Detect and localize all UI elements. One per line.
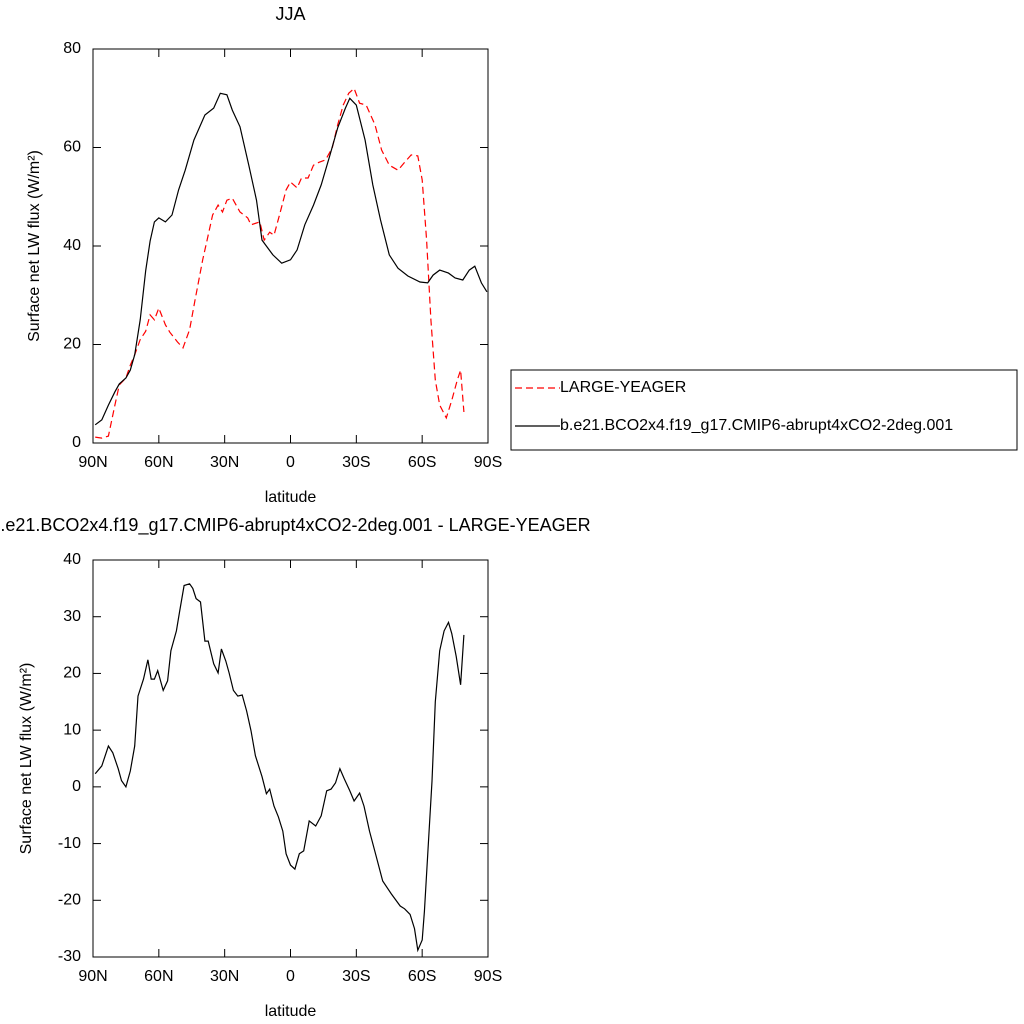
y-axis-label: Surface net LW flux (W/m²) [26, 150, 43, 342]
y-tick-label: -30 [58, 948, 81, 965]
x-tick-label: 0 [286, 968, 295, 985]
x-tick-label: 60N [144, 968, 173, 985]
legend-label: LARGE-YEAGER [560, 379, 686, 396]
x-tick-label: 60S [408, 454, 436, 471]
x-tick-label: 90S [474, 454, 502, 471]
y-tick-label: 0 [72, 778, 81, 795]
x-tick-label: 0 [286, 454, 295, 471]
data-line [94, 92, 488, 426]
y-tick-label: 40 [63, 551, 81, 568]
y-tick-label: 80 [63, 40, 81, 57]
x-tick-label: 90N [78, 968, 107, 985]
x-tick-label: 30S [342, 968, 370, 985]
x-tick-label: 90S [474, 968, 502, 985]
x-tick-label: 60N [144, 454, 173, 471]
plot-frame [92, 559, 489, 958]
data-line [95, 87, 465, 439]
legend-box [510, 369, 1018, 451]
y-tick-label: 60 [63, 139, 81, 156]
x-axis-label: latitude [265, 1003, 317, 1020]
x-tick-label: 60S [408, 968, 436, 985]
y-tick-label: 20 [63, 336, 81, 353]
y-tick-label: 30 [63, 608, 81, 625]
x-axis-label: latitude [265, 489, 317, 506]
x-tick-label: 30N [210, 454, 239, 471]
y-tick-label: 10 [63, 721, 81, 738]
plot-frame [92, 48, 489, 444]
y-tick-label: 0 [72, 434, 81, 451]
chart-title: JJA [275, 4, 305, 24]
legend-label: b.e21.BCO2x4.f19_g17.CMIP6-abrupt4xCO2-2… [560, 417, 953, 434]
y-axis-label: Surface net LW flux (W/m²) [18, 663, 35, 855]
x-tick-label: 30N [210, 968, 239, 985]
y-tick-label: -20 [58, 892, 81, 909]
y-tick-label: 40 [63, 237, 81, 254]
chart-title: b.e21.BCO2x4.f19_g17.CMIP6-abrupt4xCO2-2… [0, 515, 591, 536]
y-tick-label: 20 [63, 665, 81, 682]
x-tick-label: 30S [342, 454, 370, 471]
x-tick-label: 90N [78, 454, 107, 471]
data-line [94, 583, 465, 953]
y-tick-label: -10 [58, 835, 81, 852]
